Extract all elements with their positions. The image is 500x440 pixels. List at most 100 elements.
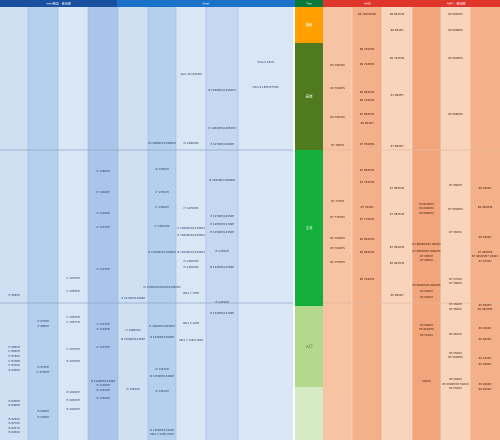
amd-cpu-label: R5 6600H xyxy=(420,323,433,327)
amd-cpu-label: R9 4800H xyxy=(479,235,492,239)
amd-cpu-label: R7 7745HX xyxy=(330,215,345,219)
intel-cpu-label: i7 11390H xyxy=(96,211,109,215)
header-label: Intel独显 · 移动端 xyxy=(46,1,71,6)
intel-cpu-label: i7 8750H xyxy=(8,354,20,358)
amd-cpu-label: R9 6980HX xyxy=(419,211,434,215)
intel-cpu-label: i5 9400H xyxy=(37,409,49,413)
intel-cpu-label: i5 13420H/13500H xyxy=(150,335,175,339)
amd-cpu-label: R5 8640HS xyxy=(360,250,375,254)
amd-cpu-label: R5 7640HS xyxy=(360,277,375,281)
amd-cpu-label: R9 8945H xyxy=(361,121,374,125)
intel-cpu-label: i9 13900HX/13980HX xyxy=(148,141,176,145)
amd-cpu-label: R5 5625U xyxy=(449,332,462,336)
amd-cpu-label: R7 5800HS xyxy=(448,207,463,211)
amd-cpu-label: R5 8645HS xyxy=(390,261,405,265)
amd-column xyxy=(382,7,412,440)
amd-cpu-label: R5 6600H/R5 6600HS xyxy=(412,283,441,287)
intel-cpu-label: i5 10400H xyxy=(66,390,79,394)
amd-cpu-label: R5 5600H xyxy=(449,302,462,306)
amd-cpu-label: R7 8840HS xyxy=(390,245,405,249)
intel-column xyxy=(148,7,176,440)
tier-band xyxy=(295,7,323,43)
intel-cpu-label: i7 11375H xyxy=(96,267,109,271)
amd-cpu-label: R9 6900HS xyxy=(419,202,434,206)
intel-cpu-label: i9 12900H/12900HK xyxy=(209,178,235,182)
tier-label: 主流 xyxy=(306,225,313,230)
header-cell xyxy=(117,0,295,7)
intel-cpu-label: i7 13620H/13650HX xyxy=(149,324,175,328)
amd-cpu-label: R7 7840HS xyxy=(360,142,375,146)
amd-cpu-label: R7 8845HS xyxy=(360,168,375,172)
amd-cpu-label: R7 7840HS xyxy=(360,180,375,184)
intel-cpu-label: i5 9300H xyxy=(8,368,20,372)
intel-cpu-label: i7 11600H xyxy=(96,190,109,194)
intel-cpu-label: i7 11390H xyxy=(96,327,109,331)
intel-cpu-label: i5 13500HX/13600HX xyxy=(148,250,176,254)
intel-cpu-label: i7 10870H xyxy=(66,315,79,319)
intel-column xyxy=(88,7,118,440)
intel-cpu-label: i7 11800H xyxy=(96,169,109,173)
intel-cpu-label: i7 11375H xyxy=(96,345,109,349)
intel-cpu-label: i7 9850H xyxy=(37,324,49,328)
amd-cpu-label: R3 4300U xyxy=(479,356,492,360)
intel-cpu-label: i5 10500H xyxy=(66,398,79,402)
amd-cpu-label: R5 8640H xyxy=(391,293,404,297)
intel-cpu-label: i5 13420H xyxy=(155,367,168,371)
amd-cpu-label: R5 4680U xyxy=(479,362,492,366)
intel-column xyxy=(58,7,88,440)
amd-cpu-label: R5 4600HS xyxy=(478,307,493,311)
amd-column xyxy=(441,7,470,440)
intel-cpu-label: i5 13500H/13420H xyxy=(150,428,175,432)
intel-cpu-label: i7 8850H xyxy=(8,293,20,297)
intel-cpu-label: Ultra 5 125H/135H xyxy=(150,432,174,436)
intel-cpu-label: Ultra 7 155H xyxy=(183,291,200,295)
amd-cpu-label: R7 4700U xyxy=(479,259,492,263)
amd-cpu-label: R9 5980HS xyxy=(448,28,463,32)
amd-cpu-label: R7 5800H xyxy=(449,183,462,187)
intel-cpu-label: i7 11370H xyxy=(96,322,109,326)
intel-cpu-label: i5 11400H/11260H xyxy=(91,379,116,383)
intel-column xyxy=(28,7,58,440)
amd-cpu-label: R7 6800HS/R7 6800H xyxy=(412,242,440,246)
amd-cpu-label: R5 4600U xyxy=(479,337,492,341)
amd-cpu-label: R5 5500U xyxy=(449,386,462,390)
amd-cpu-label: R9 8945HS xyxy=(360,90,375,94)
amd-cpu-label: R9 7945HX xyxy=(330,115,345,119)
intel-cpu-label: i7 10750H xyxy=(66,276,79,280)
header-label: AMD xyxy=(364,2,372,6)
amd-cpu-label: R9 4900HS xyxy=(478,205,493,209)
tier-band xyxy=(295,150,323,306)
amd-column xyxy=(352,7,382,440)
amd-cpu-label: R5 4600H xyxy=(479,303,492,307)
intel-cpu-label: i7 8850H xyxy=(8,349,20,353)
header-cell xyxy=(412,0,500,7)
intel-cpu-label: i5 9300H xyxy=(37,415,49,419)
intel-cpu-label: i5 8259U xyxy=(8,417,20,421)
tier-label: 入门 xyxy=(306,344,313,349)
amd-cpu-label: R9 4900H xyxy=(479,186,492,190)
intel-cpu-label: i5 8279U xyxy=(8,421,20,425)
amd-cpu-label: R9 7940HS xyxy=(330,86,345,90)
intel-cpu-label: i3 12300H/12100H xyxy=(210,311,235,315)
intel-cpu-label: i5 11320H xyxy=(96,388,109,392)
tier-label: 旗舰 xyxy=(306,22,313,27)
amd-cpu-label: R7 4800HS xyxy=(478,250,493,254)
intel-cpu-label: Ultra 9 185H xyxy=(257,60,274,64)
tier-band xyxy=(295,387,323,440)
intel-cpu-label: i5 8269U xyxy=(8,430,20,434)
amd-cpu-label: R9 5900HS xyxy=(448,56,463,60)
intel-cpu-label: i7 12700H/12800H xyxy=(210,142,235,146)
intel-cpu-label: i5 8300H xyxy=(8,399,20,403)
header-label: Intel xyxy=(203,2,210,6)
amd-cpu-label: R7 7735H xyxy=(331,199,344,203)
amd-cpu-label: R5 6650H xyxy=(420,295,433,299)
amd-cpu-label: R5 6600U xyxy=(420,289,433,293)
amd-cpu-label: R5 5600HS xyxy=(448,355,463,359)
intel-cpu-label: i7 10875H xyxy=(66,320,79,324)
amd-cpu-label: R9 7945HS xyxy=(390,56,405,60)
intel-cpu-label: i5 13420H xyxy=(155,389,168,393)
amd-cpu-label: R5 5560U xyxy=(449,377,462,381)
amd-cpu-label: R5 4600H xyxy=(479,382,492,386)
intel-cpu-label: i7 12800HX/12850HX xyxy=(208,126,236,130)
